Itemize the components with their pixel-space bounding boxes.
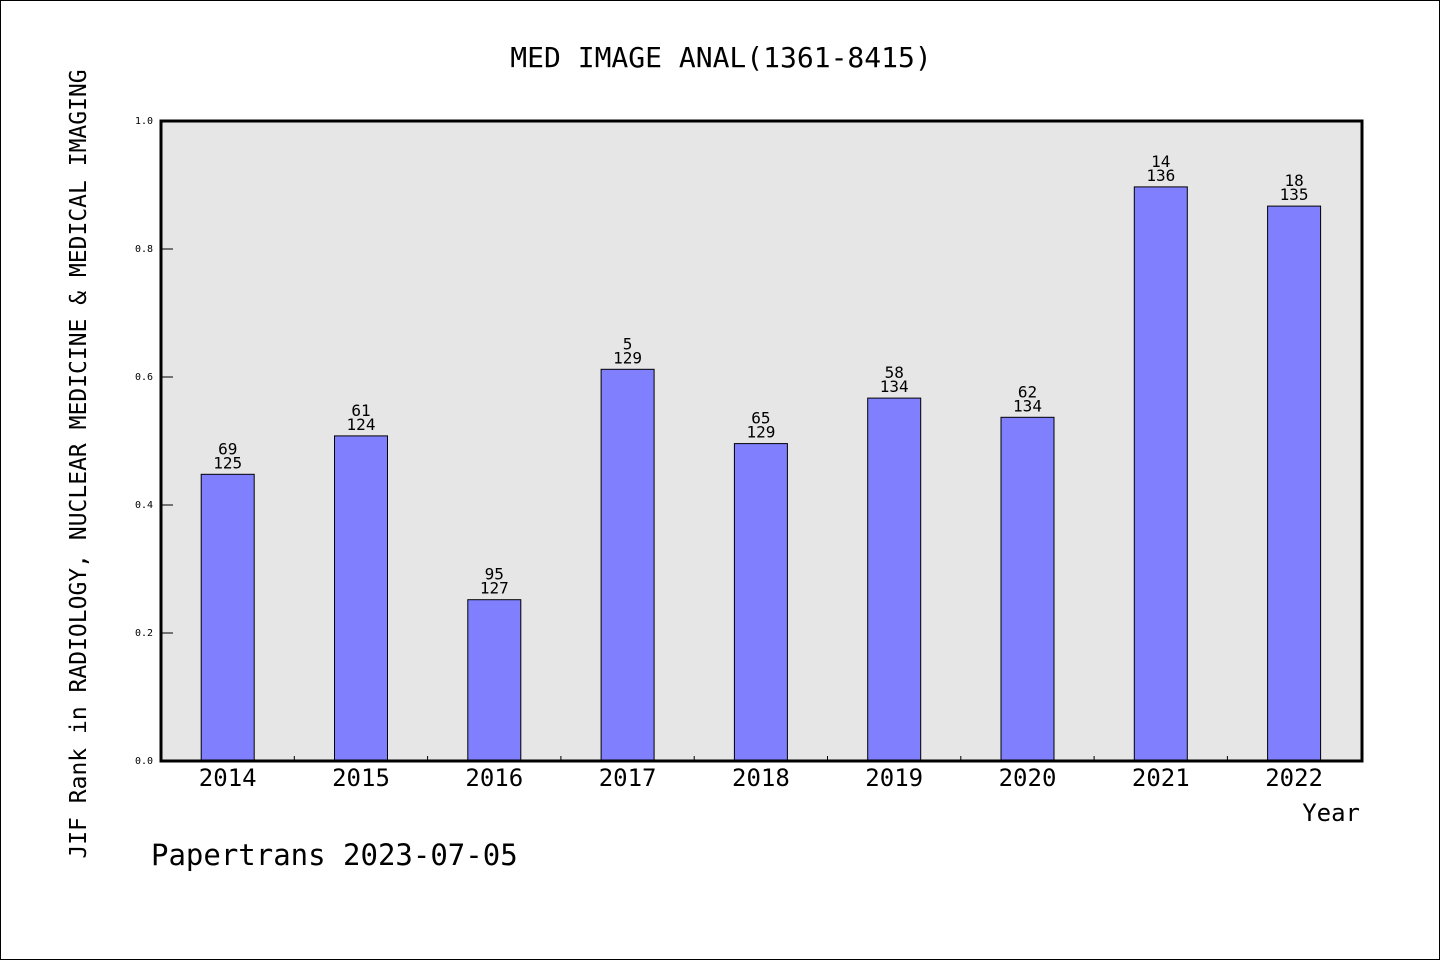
bar-2017 (600, 368, 655, 762)
bar-total-label: 125 (213, 453, 242, 472)
bar-rank-label: 95 (485, 565, 504, 584)
x-tick-label: 2016 (465, 764, 523, 792)
x-axis-label: Year (1302, 799, 1360, 827)
bar-rank-label: 58 (885, 363, 904, 382)
bar-2020 (1000, 416, 1055, 762)
bar-rank-label: 14 (1151, 152, 1170, 171)
bar-2019 (867, 397, 922, 762)
x-tick-label: 2018 (732, 764, 790, 792)
bar-rank-label: 61 (351, 401, 370, 420)
y-tick-label: 0.4 (135, 500, 153, 511)
bar-total-label: 134 (880, 377, 909, 396)
y-tick-label: 1.0 (135, 116, 153, 127)
y-tick-label: 0.6 (135, 372, 153, 383)
bar-2015 (334, 435, 388, 762)
x-tick-label: 2022 (1265, 764, 1323, 792)
bar-2016 (467, 599, 522, 762)
plot-border (159, 119, 1364, 763)
bar-rank-label: 5 (623, 334, 633, 353)
bars-layer (200, 186, 1322, 762)
x-axis: 2014 2015 2016 2017 2018 2019 2020 2021 2022 (199, 756, 1323, 792)
bar-total-label: 134 (1013, 396, 1042, 415)
bar-rank-label: 65 (751, 409, 770, 428)
y-tick-label: 0.2 (135, 628, 153, 639)
bar-total-label: 127 (480, 579, 509, 598)
bar-2018 (733, 443, 788, 762)
bar-total-label: 129 (746, 423, 775, 442)
bar-rank-label: 62 (1018, 382, 1037, 401)
bar-2014 (200, 473, 255, 762)
bar-total-label: 124 (347, 415, 376, 434)
bar-total-label: 135 (1280, 185, 1309, 204)
y-tick-label: 0.8 (135, 244, 153, 255)
bar-rank-label: 69 (218, 439, 237, 458)
x-tick-label: 2015 (332, 764, 390, 792)
chart-title: MED IMAGE ANAL(1361-8415) (510, 41, 931, 74)
footer-credit: Papertrans 2023-07-05 (151, 838, 518, 872)
bar-total-label: 129 (613, 348, 642, 367)
x-tick-label: 2014 (199, 764, 257, 792)
bar-2021 (1133, 186, 1188, 762)
y-axis-label: JIF Rank in RADIOLOGY, NUCLEAR MEDICINE … (66, 69, 92, 858)
x-tick-label: 2017 (599, 764, 657, 792)
x-tick-label: 2019 (865, 764, 923, 792)
x-tick-label: 2020 (999, 764, 1057, 792)
bar-total-label: 136 (1146, 166, 1175, 185)
bar-rank-label: 18 (1284, 171, 1303, 190)
x-tick-label: 2021 (1132, 764, 1190, 792)
y-tick-label: 0.0 (135, 756, 153, 767)
bar-2022 (1267, 205, 1322, 762)
